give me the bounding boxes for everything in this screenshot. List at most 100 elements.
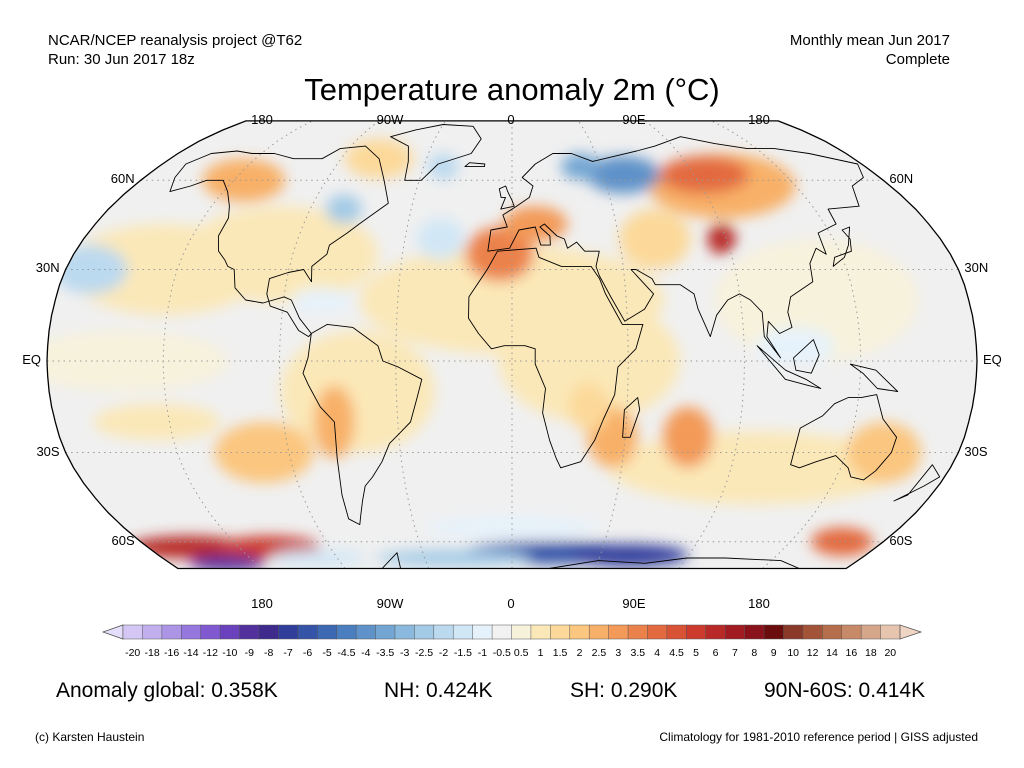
- anomaly-patch: [570, 544, 689, 567]
- anomaly-patch: [93, 403, 221, 441]
- colorbar-swatch: [569, 624, 590, 640]
- colorbar-tick-label: 20: [884, 647, 896, 659]
- colorbar-swatch: [666, 624, 687, 640]
- colorbar-tick-label: -7: [283, 647, 292, 659]
- colorbar-swatch: [142, 624, 163, 640]
- colorbar-tick-label: -6: [303, 647, 312, 659]
- lat-label-right: 30S: [964, 443, 988, 459]
- colorbar-swatch: [880, 624, 901, 640]
- colorbar-tick-label: 4.5: [669, 647, 684, 659]
- anomaly-patch: [757, 327, 835, 365]
- lon-label-top: 90W: [376, 112, 404, 127]
- run-time: Run: 30 Jun 2017 18z: [48, 51, 195, 68]
- colorbar-tick-label: 1.5: [553, 647, 568, 659]
- colorbar-tick-label: 3: [615, 647, 621, 659]
- anomaly-patch: [189, 555, 266, 569]
- colorbar-swatch: [336, 624, 357, 640]
- colorbar-swatch: [452, 624, 474, 640]
- meridian-line: [578, 120, 629, 569]
- lat-label-left: 30N: [35, 260, 60, 276]
- colorbar-tick-label: -2.5: [415, 647, 433, 659]
- colorbar-tick-label: 9: [771, 647, 777, 659]
- colorbar-swatch: [686, 624, 707, 640]
- colorbar-tick-label: -20: [125, 647, 140, 659]
- lat-label-right: 30N: [964, 260, 989, 276]
- colorbar-swatch: [744, 624, 765, 640]
- copyright: (c) Karsten Haustein: [35, 730, 145, 744]
- coastline-iceland: [464, 162, 486, 168]
- colorbar-swatch: [783, 624, 804, 640]
- colorbar-tick-label: 14: [826, 647, 838, 659]
- colorbar-tick-label: -2: [439, 647, 448, 659]
- colorbar-tick-label: -14: [183, 647, 198, 659]
- colorbar-swatch: [705, 624, 726, 640]
- colorbar-tick-label: -5: [322, 647, 331, 659]
- lon-label-top: 90E: [622, 112, 646, 127]
- coastline-south-america: [302, 323, 423, 526]
- colorbar-swatch: [414, 624, 435, 640]
- colorbar-swatch: [608, 624, 629, 640]
- coastline-australia: [790, 394, 898, 481]
- colorbar-swatch: [355, 624, 377, 640]
- lon-label-bottom: 180: [748, 596, 770, 611]
- anomaly-patch: [846, 422, 922, 483]
- colorbar-swatch: [627, 624, 649, 640]
- colorbar-swatch: [763, 624, 785, 640]
- colorbar-swatch: [317, 624, 338, 640]
- colorbar-swatch: [375, 624, 396, 640]
- anomaly-patch: [280, 330, 435, 453]
- colorbar-swatch: [588, 624, 610, 640]
- colorbar-over-arrow: [899, 624, 923, 640]
- lat-label-left: 30S: [36, 443, 60, 459]
- map-title: Temperature anomaly 2m (°C): [304, 72, 720, 107]
- coastline-africa: [468, 247, 644, 469]
- colorbar-tick-label: -16: [164, 647, 179, 659]
- coastline-north-america: [169, 145, 389, 338]
- lat-label-right: EQ: [983, 352, 1002, 367]
- colorbar-swatch: [219, 624, 241, 640]
- colorbar-tick-label: 6: [713, 647, 719, 659]
- colorbar-swatch: [122, 624, 143, 640]
- colorbar-swatch: [278, 624, 299, 640]
- colorbar-swatch: [491, 624, 513, 640]
- colorbar-tick-label: -3.5: [376, 647, 394, 659]
- anomaly-patch: [427, 153, 459, 180]
- header-right: Monthly mean Jun 2017 Complete: [790, 31, 950, 69]
- colorbar-swatch: [841, 624, 862, 640]
- model-name: NCAR/NCEP reanalysis project @T62: [48, 32, 303, 49]
- colorbar-swatch: [802, 624, 823, 640]
- anomaly-map: [46, 120, 978, 570]
- anomaly-patch: [499, 300, 680, 422]
- colorbar-tick-label: -10: [222, 647, 237, 659]
- coastline-borneo: [793, 339, 820, 374]
- global-anomaly: Anomaly global: 0.358K: [56, 679, 278, 702]
- colorbar-swatch: [860, 624, 882, 640]
- lon-label-top: 0: [507, 112, 515, 127]
- coastline-eurasia: [487, 136, 864, 359]
- anomaly-patch: [502, 206, 568, 242]
- colorbar-tick-label: 3.5: [630, 647, 645, 659]
- colorbar-tick-label: 0.5: [514, 647, 529, 659]
- lon-label-bottom: 90W: [376, 596, 404, 611]
- colorbar-tick-label: -1: [478, 647, 487, 659]
- coastline-uk: [498, 185, 515, 210]
- anomaly-patch: [619, 209, 691, 269]
- anomaly-patch: [465, 226, 534, 282]
- colorbar-tick-label: 12: [807, 647, 819, 659]
- colorbar-tick-label: -4: [361, 647, 370, 659]
- coastline-new-zealand: [893, 464, 941, 502]
- lon-label-top: 180: [748, 112, 770, 127]
- anomaly-patch: [202, 158, 286, 202]
- colorbar-swatch: [394, 624, 415, 640]
- coastline-madagascar: [622, 397, 641, 438]
- colorbar-under-arrow: [101, 624, 124, 640]
- anomaly-patch: [715, 239, 918, 361]
- graticule: [47, 120, 977, 569]
- coastline-antarctica: [212, 552, 812, 569]
- colorbar-tick-label: 10: [787, 647, 799, 659]
- colorbar-tick-label: 5: [693, 647, 699, 659]
- anomaly-patch: [425, 515, 599, 540]
- colorbar-swatch: [550, 624, 571, 640]
- colorbar-tick-label: 2.5: [592, 647, 607, 659]
- colorbar-tick-label: 8: [751, 647, 757, 659]
